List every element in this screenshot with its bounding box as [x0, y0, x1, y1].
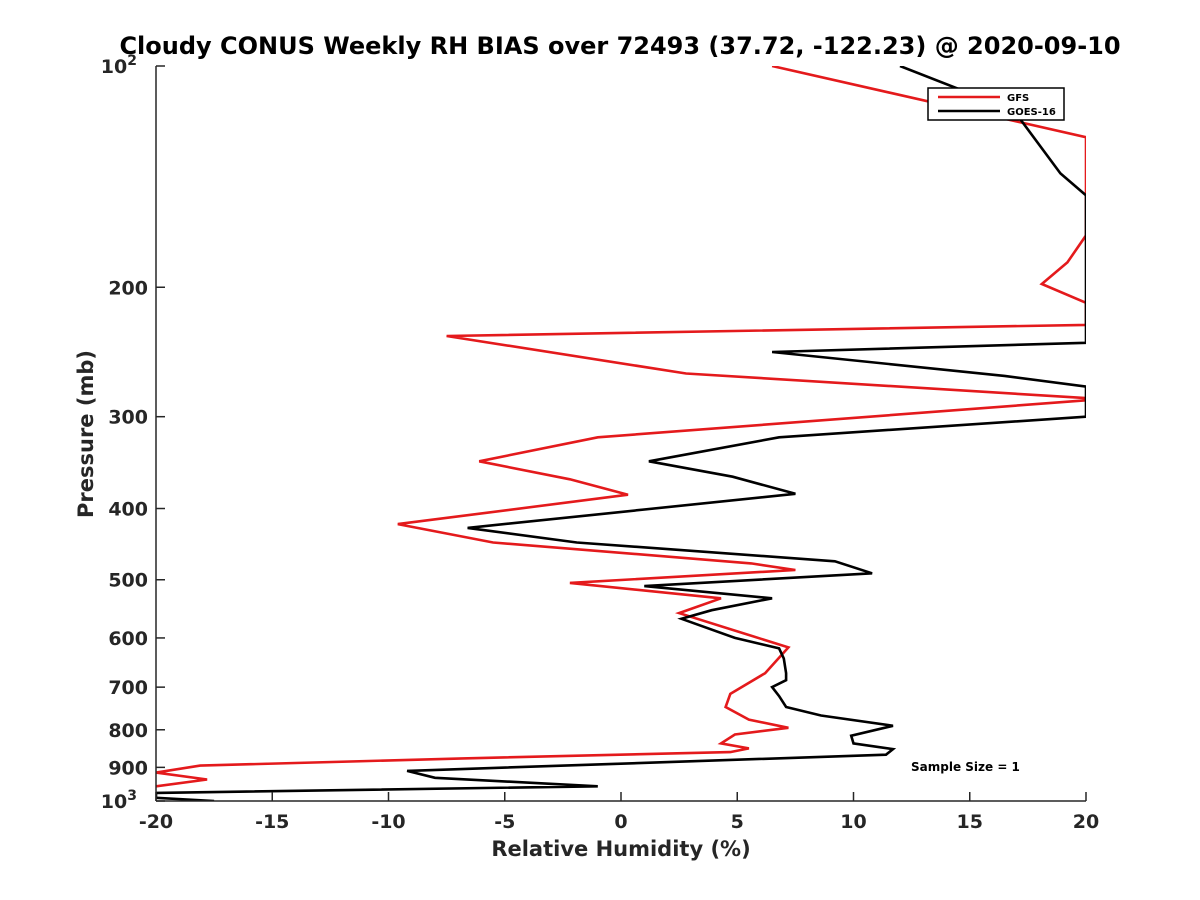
y-tick-label: 900: [108, 757, 148, 779]
sample-size-annotation: Sample Size = 1: [911, 760, 1020, 774]
y-tick-label: 103: [101, 788, 137, 813]
y-tick-label: 102: [101, 53, 137, 78]
x-tick-label: 20: [1073, 811, 1099, 833]
x-tick-label: 10: [840, 811, 866, 833]
y-tick-label: 400: [108, 499, 148, 521]
y-tick-label: 700: [108, 677, 148, 699]
x-tick-label: -5: [494, 811, 515, 833]
y-tick-label: 200: [108, 277, 148, 299]
x-tick-label: -10: [371, 811, 405, 833]
x-axis-label: Relative Humidity (%): [491, 837, 750, 861]
y-tick-label: 600: [108, 628, 148, 650]
x-tick-label: 15: [957, 811, 983, 833]
y-tick-label: 300: [108, 407, 148, 429]
y-tick-label: 500: [108, 570, 148, 592]
series-layer: [156, 66, 1086, 801]
ticks: -20 -15 -10 -5 0 5 10 15 20 102 200 300 400 500 600 700…: [101, 53, 1099, 833]
legend: GFS GOES-16: [927, 87, 1065, 121]
x-tick-label: 0: [614, 811, 627, 833]
axes: [155, 66, 1086, 802]
x-tick-label: -20: [139, 811, 173, 833]
legend-label-goes16: GOES-16: [1007, 107, 1056, 118]
legend-box: [927, 87, 1065, 121]
y-axis-label: Pressure (mb): [74, 350, 98, 518]
chart-title: Cloudy CONUS Weekly RH BIAS over 72493 (…: [119, 32, 1120, 60]
legend-label-gfs: GFS: [1007, 93, 1029, 104]
x-tick-label: -15: [255, 811, 289, 833]
series-line-goes16: [156, 66, 1086, 801]
y-tick-label: 800: [108, 720, 148, 742]
series-line-gfs: [156, 66, 1086, 788]
x-tick-label: 5: [731, 811, 744, 833]
